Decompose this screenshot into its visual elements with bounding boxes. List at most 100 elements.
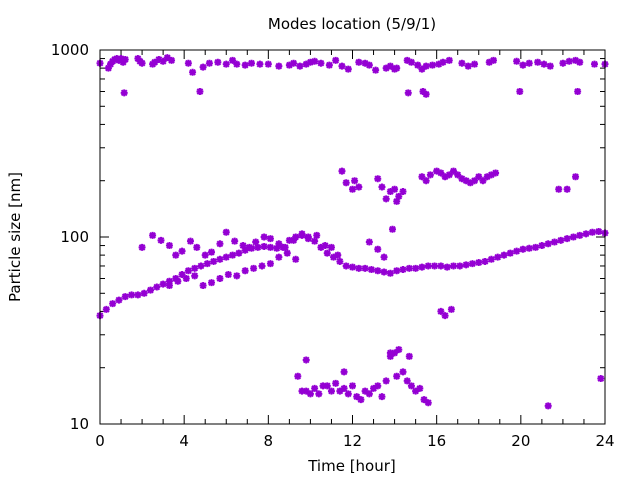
x-tick-label: 20 bbox=[511, 432, 530, 450]
data-point bbox=[134, 291, 142, 299]
data-point bbox=[281, 243, 289, 251]
data-point bbox=[418, 263, 426, 271]
data-point bbox=[178, 247, 186, 255]
data-point bbox=[155, 55, 163, 63]
data-point bbox=[290, 59, 298, 67]
data-point bbox=[395, 192, 403, 200]
data-point bbox=[224, 271, 232, 279]
data-point bbox=[393, 267, 401, 275]
data-point bbox=[349, 185, 356, 193]
data-point bbox=[544, 240, 552, 248]
y-tick-label: 10 bbox=[70, 415, 89, 433]
data-point bbox=[407, 382, 415, 390]
data-point bbox=[551, 238, 558, 246]
data-point bbox=[241, 61, 249, 69]
data-point bbox=[519, 61, 527, 69]
data-point bbox=[572, 56, 580, 64]
data-point bbox=[182, 274, 190, 282]
data-point bbox=[546, 62, 554, 70]
data-point bbox=[382, 195, 390, 203]
data-point bbox=[471, 60, 479, 68]
data-point bbox=[189, 68, 197, 76]
data-point bbox=[120, 89, 128, 97]
data-point bbox=[332, 379, 340, 387]
data-point bbox=[386, 188, 394, 196]
data-point bbox=[441, 312, 449, 320]
data-point bbox=[576, 58, 584, 66]
data-point bbox=[353, 393, 361, 401]
data-point bbox=[285, 61, 293, 69]
data-point bbox=[422, 62, 430, 70]
data-point bbox=[382, 64, 390, 72]
data-point bbox=[332, 56, 340, 64]
data-point bbox=[241, 246, 249, 254]
data-point bbox=[351, 177, 359, 185]
data-point bbox=[538, 242, 546, 250]
data-point bbox=[266, 235, 274, 243]
data-point bbox=[437, 262, 445, 270]
data-point bbox=[317, 59, 325, 67]
data-point bbox=[208, 279, 216, 287]
x-tick-label: 12 bbox=[343, 432, 362, 450]
data-point bbox=[506, 249, 514, 257]
data-point bbox=[336, 257, 344, 265]
data-point bbox=[306, 390, 314, 398]
data-point bbox=[254, 243, 262, 251]
data-point bbox=[285, 236, 293, 244]
data-point bbox=[151, 58, 159, 66]
data-point bbox=[424, 262, 432, 270]
data-point bbox=[275, 240, 283, 248]
data-point bbox=[395, 346, 403, 354]
data-point bbox=[559, 59, 567, 67]
data-point bbox=[437, 169, 445, 177]
data-point bbox=[405, 352, 413, 360]
data-point bbox=[193, 243, 201, 251]
data-point bbox=[191, 272, 199, 280]
data-point bbox=[464, 62, 472, 70]
data-point bbox=[321, 242, 329, 250]
data-point bbox=[325, 61, 333, 69]
data-point bbox=[475, 259, 483, 267]
data-point bbox=[216, 274, 224, 282]
data-point bbox=[149, 231, 157, 239]
data-point bbox=[117, 55, 125, 63]
data-point bbox=[323, 382, 331, 390]
data-point bbox=[157, 236, 165, 244]
data-point bbox=[340, 368, 348, 376]
plot-frame bbox=[99, 49, 606, 425]
x-tick-label: 0 bbox=[95, 432, 105, 450]
data-point bbox=[258, 262, 266, 270]
data-point bbox=[361, 387, 369, 395]
data-point bbox=[349, 382, 356, 390]
data-point bbox=[458, 59, 466, 67]
data-point bbox=[405, 264, 413, 272]
data-point bbox=[306, 58, 314, 66]
data-point bbox=[462, 177, 470, 185]
data-point bbox=[361, 59, 369, 67]
data-point bbox=[239, 242, 247, 250]
data-point bbox=[416, 384, 424, 392]
data-point bbox=[302, 387, 310, 395]
data-point bbox=[471, 177, 479, 185]
data-point bbox=[292, 233, 300, 241]
data-point bbox=[248, 59, 255, 67]
data-point bbox=[485, 58, 493, 66]
data-point bbox=[342, 262, 350, 270]
data-point bbox=[304, 235, 312, 243]
data-point bbox=[298, 387, 306, 395]
data-point bbox=[519, 245, 527, 253]
data-point bbox=[327, 387, 335, 395]
data-point bbox=[513, 57, 521, 65]
data-point bbox=[458, 175, 466, 183]
data-point bbox=[399, 368, 407, 376]
data-point bbox=[330, 253, 338, 261]
data-point bbox=[336, 387, 344, 395]
data-point bbox=[393, 372, 401, 380]
data-point bbox=[374, 245, 382, 253]
data-point bbox=[435, 60, 443, 68]
data-point bbox=[283, 249, 291, 257]
x-axis-label: Time [hour] bbox=[307, 457, 396, 475]
data-point bbox=[382, 377, 390, 385]
data-point bbox=[121, 55, 129, 63]
